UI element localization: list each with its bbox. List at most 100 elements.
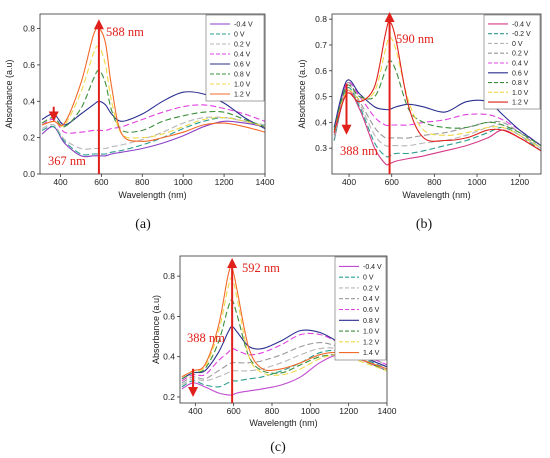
x-tick-label: 1200 [510,177,529,187]
legend-label: 1.4 V [363,350,380,357]
x-tick-label: 1400 [378,406,397,416]
arrowhead-up [227,258,238,269]
series-line-2 [41,117,265,156]
series-line-2 [181,349,387,388]
legend-label: -0.4 V [512,21,531,28]
legend-label: 0.4 V [234,52,251,59]
arrowhead-down [48,111,59,122]
annotation-peak-label: 588 nm [106,25,144,39]
arrowhead-down [188,386,199,397]
series-line-3 [181,347,387,386]
legend-label: 1.0 V [234,82,251,89]
y-tick-label: 0.5 [315,92,327,102]
x-tick-label: 1000 [174,177,193,187]
x-tick-label: 800 [265,406,279,416]
y-axis-label: Absorbance (a.u) [297,59,307,128]
arrowhead-up [384,12,395,22]
x-tick-label: 400 [342,177,356,187]
y-tick-label: 0.4 [163,352,175,362]
y-tick-label: 0.2 [163,392,175,402]
x-tick-label: 600 [385,177,399,187]
legend-label: 0 V [234,32,245,39]
legend-box [205,14,265,102]
series-line-1 [181,354,387,396]
arrowhead-down [341,124,352,135]
x-tick-label: 800 [135,177,149,187]
series-line-2 [333,87,541,158]
x-axis-label: Wavelength (nm) [402,190,470,200]
series-line-8 [333,36,541,149]
y-tick-label: 0.6 [163,311,175,321]
series-line-5 [181,332,387,382]
x-tick-label: 600 [227,406,241,416]
x-tick-label: 1000 [301,406,320,416]
y-tick-label: 0.6 [23,60,35,70]
annotations: 588 nm 367 nm [48,19,144,174]
series-line-1 [41,120,265,158]
x-tick-label: 400 [53,177,67,187]
x-tick-label: 600 [94,177,108,187]
series-lines [181,266,387,396]
series-line-4 [333,82,541,149]
y-tick-label: 0.4 [315,117,327,127]
x-tick-label: 800 [427,177,441,187]
legend-label: 1.2 V [234,92,251,99]
x-axis-label: Wavelength (nm) [118,190,186,200]
chart-panel-2: 400 600 800 1000 1200 0.3 0.4 0.5 0.6 0.7 0.8 Wavel… [297,12,542,232]
series-line-3 [41,116,265,150]
panel-caption: (b) [416,217,433,232]
series-line-4 [181,342,387,384]
legend-label: 0.2 V [512,51,529,58]
legend: -0.4 V 0 V 0.2 V 0.4 V 0.6 V 0.8 V 1.0 V 1.2 V 1… [334,256,387,361]
series-line-3 [333,84,541,149]
legend-label: 1.0 V [512,90,529,97]
legend-label: 0.4 V [363,296,380,303]
y-tick-label: 0.0 [23,169,35,179]
y-tick-label: 0.4 [23,96,35,106]
series-line-8 [181,277,387,378]
legend-label: 0.8 V [512,80,529,87]
y-tick-label: 0.2 [23,133,35,143]
series-line-1 [333,89,541,166]
series-line-8 [41,27,265,142]
annotation-peak-label: 590 nm [396,32,434,46]
arrowhead-up [93,19,104,30]
annotation-peak-label: 592 nm [242,261,280,275]
y-tick-label: 0.6 [315,66,327,76]
series-line-7 [41,45,265,139]
x-tick-label: 1400 [256,177,275,187]
series-line-5 [333,81,541,147]
legend-label: 1.2 V [363,339,380,346]
legend-label: 0.8 V [363,318,380,325]
y-axis-label: Absorbance (a.u) [151,295,161,364]
series-line-4 [41,104,265,134]
y-tick-label: 0.8 [23,24,35,34]
legend-label: 0.6 V [234,62,251,69]
legend-box [483,14,541,110]
legend: -0.4 V -0.2 V 0 V 0.2 V 0.4 V 0.6 V 0.8 V 1.0 V… [483,14,541,110]
panel-caption: (c) [270,440,286,455]
chart-panel-1: 400 600 800 1000 1200 1400 0.0 0.2 0.4 0.6 0.8 Wave… [4,13,275,232]
plot-frame [179,255,388,404]
series-line-9 [333,21,541,152]
legend-label: 0 V [363,275,374,282]
x-tick-label: 400 [188,406,202,416]
legend-box [334,256,387,361]
legend-label: 0 V [512,41,523,48]
legend-label: 0.6 V [363,307,380,314]
x-tick-label: 1200 [339,406,358,416]
series-line-6 [41,69,265,133]
x-tick-label: 1000 [468,177,487,187]
y-tick-label: 0.7 [315,40,327,50]
annotation-dip-label: 388 nm [187,331,225,345]
legend-label: 0.8 V [234,72,251,79]
legend-label: 0.4 V [512,61,529,68]
legend: -0.4 V 0 V 0.2 V 0.4 V 0.6 V 0.8 V 1.0 V 1.2 V [205,14,265,102]
annotation-dip-label: 388 nm [340,144,378,158]
legend-label: -0.4 V [234,22,253,29]
x-tick-label: 1200 [215,177,234,187]
series-line-6 [181,325,387,380]
y-tick-label: 0.3 [315,143,327,153]
legend-label: 1.0 V [363,329,380,336]
plot-frame [331,13,542,175]
